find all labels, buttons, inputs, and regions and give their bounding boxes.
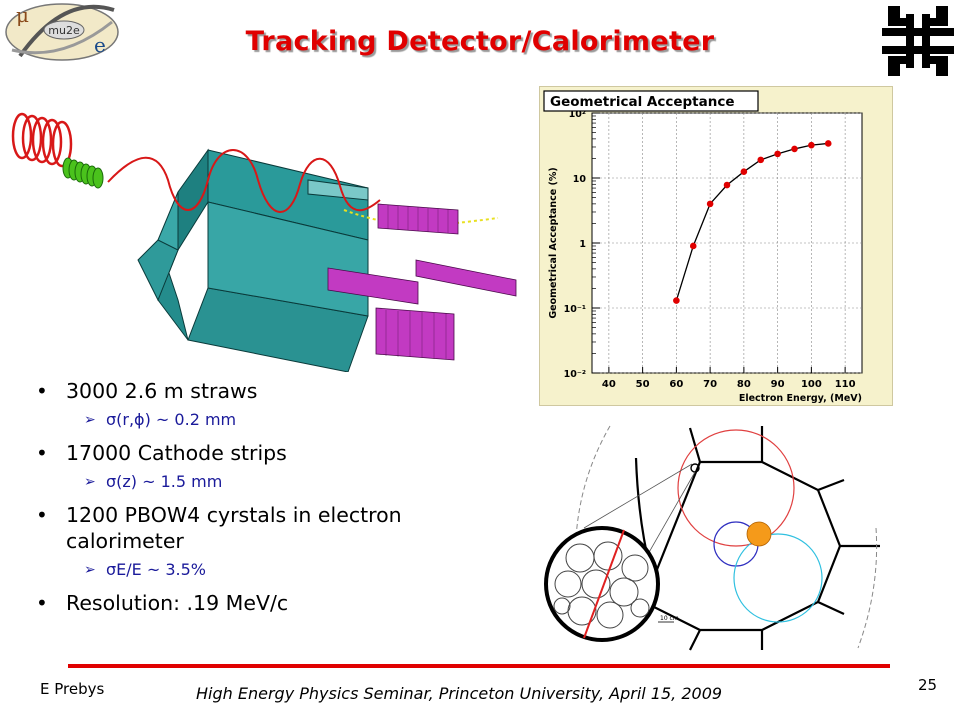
bullet-text: 17000 Cathode strips xyxy=(66,441,287,465)
arrow-icon: ➢ xyxy=(84,562,96,578)
data-point xyxy=(673,297,680,304)
data-point xyxy=(757,156,765,164)
mu2e-logo: mu2e μ e xyxy=(5,3,119,61)
bullet-text: Resolution: .19 MeV/c xyxy=(66,591,289,615)
bullet-item: • 17000 Cathode strips xyxy=(36,440,516,466)
data-point xyxy=(774,150,781,158)
sub-bullet-text: σE/E ~ 3.5% xyxy=(106,560,206,579)
y-tick-label: 10 xyxy=(573,174,587,185)
bullet-item: • 3000 2.6 m straws xyxy=(36,378,516,404)
data-point xyxy=(706,200,714,208)
y-tick-label: 1 xyxy=(579,239,586,250)
x-axis-label: Electron Energy, (MeV) xyxy=(739,393,862,404)
x-tick-label: 70 xyxy=(703,379,717,390)
bullet-text: 1200 PBOW4 cyrstals in electron calorime… xyxy=(66,503,402,553)
x-tick-label: 110 xyxy=(835,379,856,390)
sub-bullet-item: ➢ σ(r,ϕ) ~ 0.2 mm xyxy=(36,408,516,432)
mu2e-logo-text: mu2e xyxy=(48,24,80,37)
sub-bullet-item: ➢ σE/E ~ 3.5% xyxy=(36,558,516,582)
acceptance-plot-frame: 40 50 60 70 80 90 100 110 10⁻² 10⁻¹ 1 10 10² Geometri… xyxy=(539,86,893,406)
arrow-icon: ➢ xyxy=(84,412,96,428)
footer-author: E Prebys xyxy=(40,680,105,698)
slide-number: 25 xyxy=(918,676,938,694)
y-tick-label: 10² xyxy=(569,109,586,120)
bullet-dot: • xyxy=(36,503,48,527)
slide-title: Tracking Detector/Calorimeter xyxy=(245,26,715,57)
data-point xyxy=(740,168,748,176)
x-tick-label: 50 xyxy=(636,379,650,390)
bullet-item: • 1200 PBOW4 cyrstals in electron calori… xyxy=(36,502,516,554)
bullet-dot: • xyxy=(36,441,48,465)
tracker-octagon xyxy=(137,148,369,372)
bullet-dot: • xyxy=(36,591,48,615)
data-point xyxy=(808,141,815,149)
data-point xyxy=(824,140,832,147)
y-axis-label: Geometrical Acceptance (%) xyxy=(548,167,559,318)
data-point xyxy=(723,181,731,189)
tracker-detector-diagram xyxy=(11,112,517,372)
footer-event: High Energy Physics Seminar, Princeton U… xyxy=(196,684,723,703)
x-tick-label: 90 xyxy=(771,379,785,390)
bullet-item: • Resolution: .19 MeV/c xyxy=(36,590,516,616)
sub-bullet-text: σ(z) ~ 1.5 mm xyxy=(106,472,223,491)
sub-bullet-text: σ(r,ϕ) ~ 0.2 mm xyxy=(106,410,237,429)
fermilab-logo xyxy=(882,6,954,76)
acceptance-plot: 40 50 60 70 80 90 100 11010⁻²10⁻¹11010²Geometri… xyxy=(543,90,863,404)
bullet-text: 3000 2.6 m straws xyxy=(66,379,258,403)
mu-symbol: μ xyxy=(16,3,29,27)
x-tick-label: 60 xyxy=(669,379,683,390)
x-tick-label: 80 xyxy=(737,379,751,390)
data-point xyxy=(689,242,697,250)
scale-label: 10 cm xyxy=(660,615,679,622)
footer-rule xyxy=(68,664,890,668)
muon-helix xyxy=(11,112,73,168)
sub-bullet-item: ➢ σ(z) ~ 1.5 mm xyxy=(36,470,516,494)
bullet-list: • 3000 2.6 m straws ➢ σ(r,ϕ) ~ 0.2 mm • … xyxy=(36,378,516,622)
bullet-dot: • xyxy=(36,379,48,403)
y-tick-label: 10⁻² xyxy=(564,369,586,380)
title-box xyxy=(543,90,759,112)
chart-title: Geometrical Acceptance xyxy=(550,94,735,110)
arrow-icon: ➢ xyxy=(84,474,96,490)
series-line xyxy=(675,142,829,301)
y-tick-label: 10⁻¹ xyxy=(564,304,586,315)
x-tick-label: 100 xyxy=(801,379,822,390)
e-symbol: e xyxy=(94,33,106,57)
target-coils xyxy=(62,157,104,189)
data-point xyxy=(791,145,798,153)
straw-bundle-zoom xyxy=(544,526,660,642)
calorimeter-cross-section: 10 cm xyxy=(544,425,880,651)
x-tick-label: 40 xyxy=(602,379,616,390)
